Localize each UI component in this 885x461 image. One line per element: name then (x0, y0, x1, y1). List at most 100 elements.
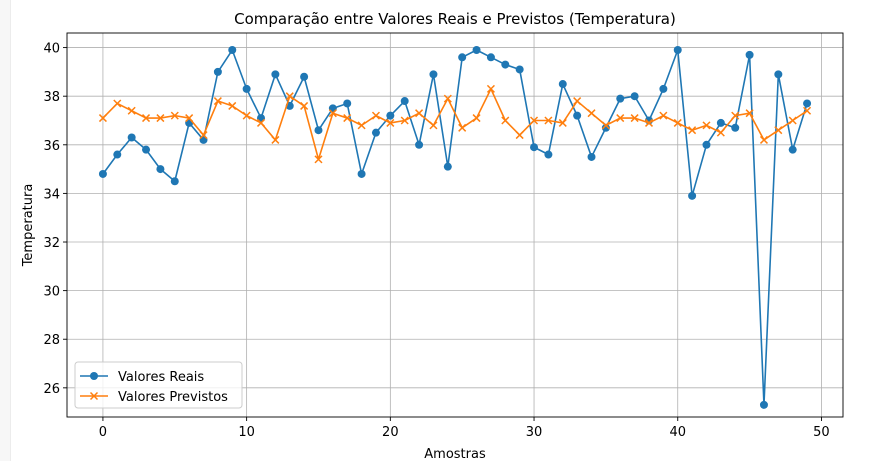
x-marker-stroke (185, 114, 194, 123)
y-tick-label: 40 (43, 42, 60, 57)
x-marker-stroke (285, 92, 294, 101)
data-point (774, 126, 783, 135)
data-point (731, 111, 740, 120)
data-point (601, 121, 610, 130)
legend-marker-reais (90, 372, 98, 380)
y-tick-label: 28 (43, 333, 60, 348)
data-point (558, 80, 567, 89)
data-point (242, 84, 251, 93)
x-marker-stroke (745, 109, 754, 118)
data-point (285, 92, 294, 101)
y-tick-label: 26 (43, 382, 60, 397)
data-point (443, 94, 452, 103)
x-marker-stroke (501, 116, 510, 125)
x-marker-stroke (702, 121, 711, 130)
data-point (371, 111, 380, 120)
y-axis-label: Temperatura (21, 184, 36, 268)
data-point (616, 114, 625, 123)
x-marker-stroke (371, 111, 380, 120)
data-point (429, 70, 438, 79)
x-marker-stroke (731, 111, 740, 120)
data-point (400, 116, 409, 125)
x-marker-stroke (558, 118, 567, 127)
x-marker-stroke (673, 118, 682, 127)
data-point (659, 84, 668, 93)
x-marker-stroke (343, 114, 352, 123)
y-tick-label: 30 (43, 285, 60, 300)
x-marker-stroke (415, 109, 424, 118)
data-point (644, 118, 654, 127)
data-point (415, 140, 424, 149)
series-layer (98, 46, 812, 409)
x-marker-stroke (156, 114, 165, 123)
data-point (759, 135, 768, 144)
data-point (127, 106, 136, 115)
data-point (127, 133, 136, 142)
data-point (486, 53, 495, 62)
x-marker-stroke (386, 118, 395, 127)
x-marker-stroke (573, 97, 582, 106)
data-point (774, 70, 783, 79)
data-point (415, 109, 424, 118)
window-edge (0, 0, 11, 461)
data-point (228, 46, 237, 55)
x-marker-stroke (300, 101, 309, 110)
x-tick-label: 40 (669, 425, 686, 440)
data-point (486, 84, 495, 93)
x-marker-stroke (544, 116, 553, 125)
series-valores-reais (98, 46, 812, 409)
y-tick-label: 34 (43, 187, 60, 202)
data-point (213, 97, 222, 106)
data-point (573, 97, 582, 106)
x-tick-label: 0 (99, 425, 107, 440)
data-point (314, 155, 323, 164)
data-point (759, 400, 768, 409)
x-marker-stroke (659, 111, 668, 120)
data-point (386, 118, 395, 127)
data-point (803, 99, 812, 108)
data-point (803, 106, 812, 115)
data-point (256, 118, 266, 127)
x-axis-label: Amostras (424, 447, 486, 461)
grid (67, 33, 843, 417)
data-point (458, 123, 467, 132)
series-valores-previstos (98, 84, 812, 164)
x-marker-stroke (127, 106, 136, 115)
data-point (716, 118, 725, 127)
x-marker-stroke (213, 97, 222, 106)
data-point (113, 99, 122, 108)
data-point (156, 114, 165, 123)
x-marker-stroke (142, 114, 151, 123)
data-point (530, 116, 539, 125)
x-marker-stroke (530, 116, 539, 125)
x-marker-stroke (472, 114, 481, 123)
y-tick-label: 32 (43, 236, 60, 251)
data-point (300, 101, 309, 110)
data-point (673, 118, 682, 127)
data-point (199, 131, 208, 140)
data-point (228, 101, 237, 110)
axes (63, 32, 844, 421)
data-point (630, 114, 639, 123)
data-point (501, 60, 510, 69)
data-point (343, 99, 352, 108)
x-marker-stroke (688, 126, 697, 135)
x-marker-stroke (716, 128, 725, 137)
x-marker-stroke (170, 111, 179, 120)
data-point (357, 169, 366, 178)
legend-marker-previstos (89, 391, 99, 401)
data-point (745, 50, 754, 59)
data-point (386, 111, 395, 120)
data-point (515, 65, 524, 74)
data-point (98, 114, 107, 123)
x-marker-stroke (400, 116, 409, 125)
data-point (142, 145, 151, 154)
x-marker-stroke (458, 123, 467, 132)
data-point (371, 128, 380, 137)
data-point (573, 111, 582, 120)
series-line (102, 88, 808, 161)
chart-title: Comparação entre Valores Reais e Previst… (234, 10, 676, 28)
data-point (731, 123, 740, 132)
data-point (98, 169, 107, 178)
x-marker-stroke (98, 114, 107, 123)
